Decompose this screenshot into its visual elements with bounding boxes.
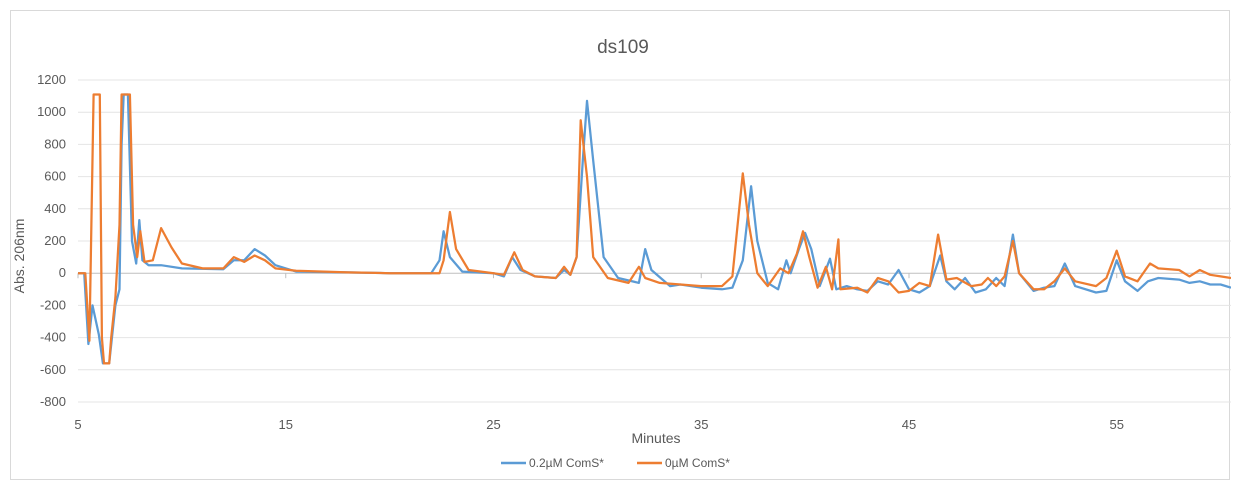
legend-label-2: 0µM ComS* bbox=[665, 456, 730, 470]
series-line-1 bbox=[78, 93, 1231, 365]
y-tick-label: 600 bbox=[44, 169, 66, 184]
series-lines bbox=[78, 93, 1231, 365]
y-tick-label: 400 bbox=[44, 201, 66, 216]
x-tick-label: 45 bbox=[902, 417, 916, 432]
x-tick-label: 55 bbox=[1110, 417, 1124, 432]
y-tick-label: 1200 bbox=[37, 72, 66, 87]
x-tick-label: 5 bbox=[74, 417, 81, 432]
gridlines bbox=[78, 79, 1231, 403]
x-tick-label: 25 bbox=[486, 417, 500, 432]
y-tick-label: 0 bbox=[59, 265, 66, 280]
y-tick-label: 1000 bbox=[37, 104, 66, 119]
y-tick-label: -800 bbox=[40, 394, 66, 409]
x-axis-ticks: 5 15 25 35 45 55 bbox=[74, 273, 1124, 432]
legend: 0.2µM ComS* 0µM ComS* bbox=[501, 456, 730, 470]
chart-frame: ds109 -800 -600 -400 -200 0 200 400 600 800 1000 1… bbox=[10, 10, 1231, 480]
series-line-2 bbox=[78, 93, 1231, 365]
y-tick-label: 200 bbox=[44, 233, 66, 248]
y-axis-title: Abs. 206nm bbox=[11, 219, 27, 294]
x-tick-label: 35 bbox=[694, 417, 708, 432]
chart-svg: ds109 -800 -600 -400 -200 0 200 400 600 800 1000 1… bbox=[11, 37, 1231, 470]
x-axis-title: Minutes bbox=[631, 430, 680, 446]
legend-label-1: 0.2µM ComS* bbox=[529, 456, 604, 470]
y-tick-label: -200 bbox=[40, 297, 66, 312]
x-tick-label: 15 bbox=[279, 417, 293, 432]
y-tick-label: 800 bbox=[44, 136, 66, 151]
y-tick-label: -400 bbox=[40, 330, 66, 345]
chart-title: ds109 bbox=[597, 37, 649, 58]
y-axis-ticks: -800 -600 -400 -200 0 200 400 600 800 1000 1200 bbox=[37, 72, 66, 409]
y-tick-label: -600 bbox=[40, 362, 66, 377]
